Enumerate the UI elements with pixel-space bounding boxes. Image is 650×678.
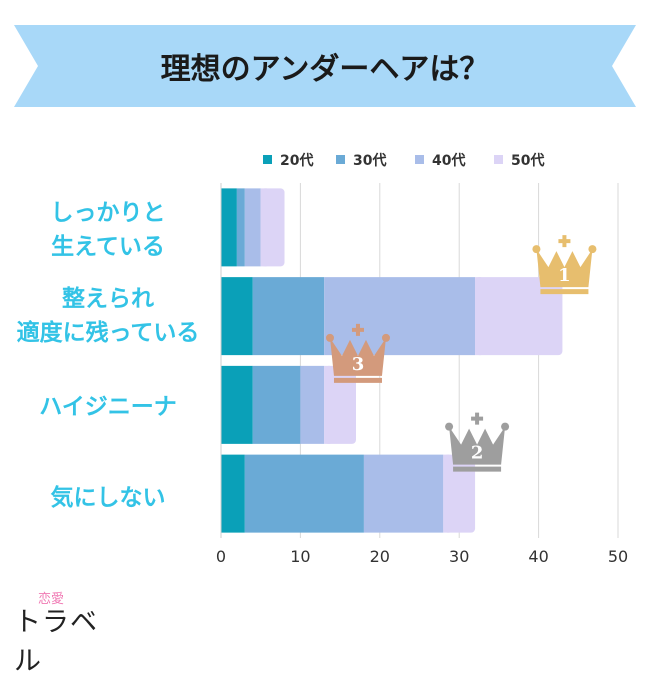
x-tick-label-4: 40 — [528, 547, 548, 566]
crown-jewel-r-0 — [588, 245, 597, 254]
x-tick-label-5: 50 — [608, 547, 628, 566]
crown-icon-rank-3: 3 — [325, 323, 390, 383]
category-label-0-line-2: 生えている — [51, 234, 165, 260]
crown-icon-rank-1: 1 — [532, 235, 597, 295]
bar-2-3 — [324, 365, 356, 444]
legend-label-3: 50代 — [511, 152, 544, 169]
legend-swatch-2 — [415, 155, 424, 164]
logo-small-text: 恋愛 — [38, 592, 65, 607]
bar-0-3-edge — [260, 188, 267, 267]
title-banner: 理想のアンダーヘアは？ — [14, 25, 636, 107]
bar-1-2 — [324, 277, 476, 356]
crown-body-0 — [536, 249, 593, 288]
category-label-3-line-1: 気にしない — [50, 485, 166, 511]
bar-1-3 — [475, 277, 563, 356]
legend-label-2: 40代 — [432, 152, 465, 169]
x-tick-label-0: 0 — [216, 547, 226, 566]
legend-swatch-3 — [494, 155, 503, 164]
legend-swatch-0 — [263, 155, 272, 164]
crown-rank-number-0: 1 — [558, 265, 571, 286]
bar-0-2 — [244, 188, 261, 267]
bar-3-3 — [443, 454, 476, 533]
bar-3-0 — [221, 454, 245, 533]
legend-label-1: 30代 — [353, 152, 386, 169]
crown-cross-h-2 — [351, 327, 364, 332]
crown-icon-rank-2: 2 — [445, 412, 510, 472]
bar-1-0 — [221, 277, 253, 356]
bar-3-3-edge — [443, 454, 450, 533]
category-label-0-line-1: しっかりと — [50, 200, 166, 226]
bar-2-0 — [221, 365, 253, 444]
crown-cross-h-1 — [471, 416, 484, 421]
category-label-2: ハイジニーナ — [8, 390, 208, 424]
bar-2-1 — [252, 365, 301, 444]
category-label-1: 整えられ 適度に残っている — [8, 282, 208, 350]
x-tick-label-2: 20 — [370, 547, 390, 566]
stacked-bar-chart: 0 10 20 30 40 50 20代 30代 40代 50代 1 2 3 — [216, 152, 628, 566]
logo-main-text: トラベル — [14, 607, 98, 677]
bar-2-2 — [300, 365, 325, 444]
category-label-3: 気にしない — [8, 481, 208, 515]
crown-jewel-l-0 — [532, 245, 541, 254]
crown-jewel-l-1 — [445, 422, 454, 431]
bar-1-1 — [252, 277, 325, 356]
crown-rank-number-1: 2 — [471, 443, 484, 464]
crown-rank-number-2: 3 — [352, 354, 365, 375]
bar-0-1 — [236, 188, 245, 267]
bar-2-3-edge — [324, 365, 331, 444]
crown-body-2 — [329, 337, 386, 376]
bar-1-3-edge — [475, 277, 482, 356]
x-tick-label-1: 10 — [290, 547, 310, 566]
legend-label-0: 20代 — [280, 152, 313, 169]
bar-3-1 — [244, 454, 364, 533]
category-label-1-line-1: 整えられ — [62, 286, 154, 312]
bar-3-2 — [363, 454, 444, 533]
category-label-1-line-2: 適度に残っている — [16, 320, 200, 346]
category-label-2-line-1: ハイジニーナ — [39, 394, 177, 420]
crown-cross-h-0 — [558, 239, 571, 244]
bar-0-0 — [221, 188, 237, 267]
crown-jewel-l-2 — [325, 333, 334, 342]
crown-body-1 — [449, 426, 506, 465]
crown-band-2 — [333, 377, 382, 383]
legend-swatch-1 — [336, 155, 345, 164]
crown-band-0 — [540, 289, 589, 295]
brand-logo: 恋愛 トラベル — [14, 588, 124, 677]
crown-band-1 — [453, 466, 502, 472]
title-ribbon — [14, 25, 636, 107]
category-label-0: しっかりと 生えている — [8, 196, 208, 264]
x-tick-label-3: 30 — [449, 547, 469, 566]
crown-jewel-r-2 — [381, 333, 390, 342]
chart-title: 理想のアンダーヘアは？ — [161, 52, 490, 87]
crown-jewel-r-1 — [501, 422, 510, 431]
